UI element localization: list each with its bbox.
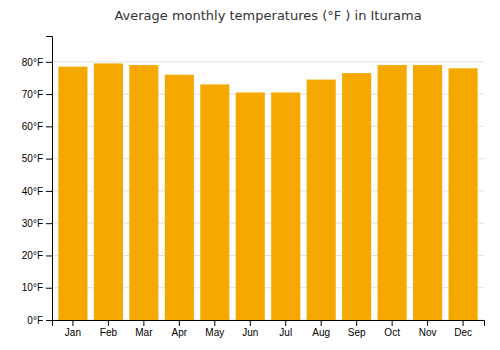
tick-mark	[46, 62, 52, 63]
tick-label: 20°F	[22, 250, 43, 261]
tick-mark	[321, 320, 322, 326]
tick-label: 0°F	[27, 315, 43, 326]
bar	[307, 80, 336, 320]
tick-mark	[46, 94, 52, 95]
tick-mark	[392, 320, 393, 326]
tick-label: 40°F	[22, 186, 43, 197]
tick-label: Dec	[454, 327, 472, 338]
tick-label: Nov	[419, 327, 437, 338]
tick: 10°F	[22, 282, 52, 293]
tick: 80°F	[22, 57, 52, 68]
bar	[378, 65, 407, 320]
tick-label: Feb	[100, 327, 118, 338]
tick-mark	[46, 191, 52, 192]
tick-label: Jun	[242, 327, 258, 338]
plot: 0°F 10°F 20°F 30°F 40°F 50°F 60°F 70°F 80°F Jan Fe…	[22, 37, 485, 339]
tick-mark	[356, 320, 357, 326]
bar	[129, 65, 158, 320]
axis-line	[53, 321, 485, 327]
tick-mark	[143, 320, 144, 326]
tick-mark	[46, 223, 52, 224]
tick: Feb	[100, 320, 118, 338]
tick-mark	[463, 320, 464, 326]
tick-label: 10°F	[22, 282, 43, 293]
tick-label: Oct	[384, 327, 400, 338]
tick-mark	[214, 320, 215, 326]
tick-label: Aug	[312, 327, 330, 338]
tick-label: Sep	[348, 327, 366, 338]
tick-mark	[46, 159, 52, 160]
tick: 70°F	[22, 89, 52, 100]
bar	[58, 67, 87, 320]
tick-label: May	[205, 327, 224, 338]
bar	[236, 92, 265, 320]
bar	[200, 84, 229, 320]
chart: 0°F 10°F 20°F 30°F 40°F 50°F 60°F 70°F 80°F Jan Fe…	[0, 0, 500, 350]
tick-label: Mar	[135, 327, 153, 338]
tick: Apr	[172, 320, 188, 338]
tick: Aug	[312, 320, 330, 338]
bar	[413, 65, 442, 320]
tick-mark	[427, 320, 428, 326]
tick: Jul	[279, 320, 292, 338]
tick-mark	[250, 320, 251, 326]
tick: Jan	[65, 320, 81, 338]
grid	[52, 62, 484, 320]
tick-label: 60°F	[22, 121, 43, 132]
tick-mark	[108, 320, 109, 326]
tick-mark	[46, 126, 52, 127]
y-axis: 0°F 10°F 20°F 30°F 40°F 50°F 60°F 70°F 80°F	[22, 37, 53, 326]
tick: Jun	[242, 320, 258, 338]
tick: May	[205, 320, 224, 338]
x-axis: Jan Feb Mar Apr May Jun Jul Aug Sep Oct Nov Dec	[53, 320, 485, 338]
tick: 20°F	[22, 250, 52, 261]
tick: 0°F	[27, 315, 52, 326]
tick: 40°F	[22, 186, 52, 197]
tick-mark	[72, 320, 73, 326]
title: Average monthly temperatures (°F ) in It…	[114, 8, 421, 23]
bars	[58, 63, 477, 320]
bar	[94, 63, 123, 320]
bar	[271, 92, 300, 320]
bar	[449, 68, 478, 320]
grid-line	[52, 61, 484, 62]
tick: 50°F	[22, 153, 52, 164]
tick-mark	[46, 255, 52, 256]
tick: Nov	[419, 320, 437, 338]
tick-mark	[285, 320, 286, 326]
tick-label: 80°F	[22, 57, 43, 68]
tick: Dec	[454, 320, 472, 338]
tick-label: 70°F	[22, 89, 43, 100]
tick-mark	[46, 288, 52, 289]
axis-line	[46, 37, 53, 321]
bar	[342, 73, 371, 320]
tick-label: Jan	[65, 327, 81, 338]
tick: Mar	[135, 320, 153, 338]
tick-label: 50°F	[22, 153, 43, 164]
tick-label: Jul	[279, 327, 292, 338]
tick: 30°F	[22, 218, 52, 229]
tick: Sep	[348, 320, 366, 338]
tick-label: Apr	[172, 327, 188, 338]
tick-mark	[46, 320, 52, 321]
tick: 60°F	[22, 121, 52, 132]
bar	[165, 75, 194, 320]
tick: Oct	[384, 320, 400, 338]
tick-mark	[179, 320, 180, 326]
tick-label: 30°F	[22, 218, 43, 229]
